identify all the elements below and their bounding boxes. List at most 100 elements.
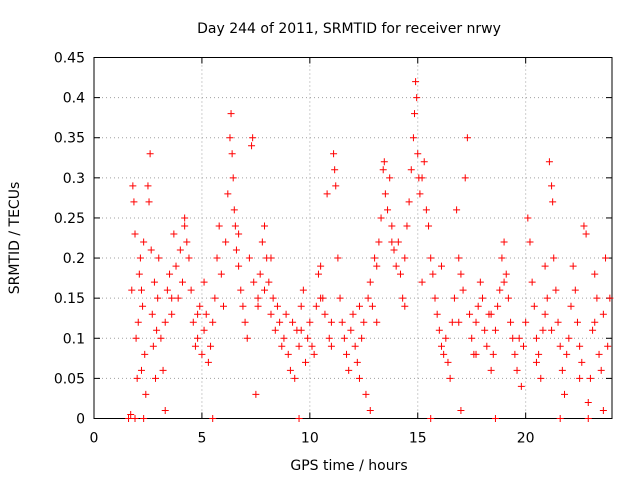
data-point: [133, 374, 141, 382]
data-point: [392, 262, 400, 270]
data-point: [224, 190, 232, 198]
axis-ticks: 0 0.05 0.1 0.15 0.2 0.25 0.3 0.35 0.4 0.45 0 5 10 15 2…: [54, 51, 612, 447]
data-point: [368, 302, 376, 310]
data-point: [455, 318, 463, 326]
data-point: [132, 334, 140, 342]
data-point: [314, 270, 322, 278]
data-point: [137, 366, 145, 374]
data-point: [386, 174, 394, 182]
data-point: [130, 198, 138, 206]
data-point: [355, 302, 363, 310]
y-tick-label: 0.15: [54, 291, 85, 307]
y-tick-label: 0.05: [54, 371, 85, 387]
data-point: [220, 302, 227, 310]
data-point: [128, 286, 136, 294]
data-point: [228, 150, 236, 158]
data-point: [155, 254, 163, 262]
data-point: [420, 158, 428, 166]
data-point: [159, 366, 167, 374]
data-point: [595, 350, 603, 358]
data-point: [297, 302, 305, 310]
data-point: [327, 342, 335, 350]
data-point: [291, 374, 299, 382]
data-point: [183, 238, 191, 246]
data-point: [140, 238, 148, 246]
data-point: [163, 286, 171, 294]
data-point: [215, 222, 223, 230]
data-point: [427, 415, 435, 422]
data-point: [576, 374, 584, 382]
data-point: [388, 222, 396, 230]
data-point: [375, 238, 383, 246]
data-point: [491, 415, 499, 422]
data-point: [249, 134, 257, 142]
data-point: [254, 294, 262, 302]
y-tick-label: 0: [76, 412, 85, 428]
data-point: [526, 238, 534, 246]
data-point: [561, 390, 569, 398]
data-point: [194, 310, 202, 318]
x-tick-label: 0: [90, 431, 99, 447]
data-point: [513, 366, 521, 374]
data-point: [161, 406, 169, 414]
data-point: [248, 142, 256, 150]
data-point: [414, 150, 422, 158]
data-point: [209, 318, 217, 326]
data-point: [211, 294, 219, 302]
data-point: [168, 294, 176, 302]
data-point: [166, 270, 174, 278]
data-point: [453, 206, 461, 214]
data-point: [381, 190, 389, 198]
data-point: [496, 286, 504, 294]
data-point: [312, 302, 320, 310]
data-point: [310, 350, 318, 358]
data-point: [558, 366, 566, 374]
data-point: [321, 310, 329, 318]
data-point: [302, 358, 310, 366]
data-point: [269, 294, 277, 302]
data-point: [502, 270, 510, 278]
data-point: [457, 406, 465, 414]
data-point: [153, 326, 161, 334]
data-point: [353, 358, 361, 366]
data-point: [198, 350, 206, 358]
data-point: [154, 294, 162, 302]
data-point: [522, 318, 530, 326]
data-point: [489, 350, 497, 358]
data-point: [472, 318, 480, 326]
data-point: [332, 182, 340, 190]
data-point: [334, 254, 342, 262]
data-point: [539, 326, 547, 334]
data-point: [127, 410, 135, 418]
data-point: [265, 278, 273, 286]
data-point: [532, 358, 540, 366]
data-point: [148, 310, 156, 318]
data-point: [170, 230, 178, 238]
data-point: [427, 254, 435, 262]
data-point: [401, 302, 409, 310]
data-point: [299, 286, 307, 294]
data-point: [380, 158, 388, 166]
data-point: [399, 294, 407, 302]
data-point: [535, 350, 543, 358]
data-point: [537, 374, 545, 382]
data-point: [213, 254, 221, 262]
data-point: [500, 238, 508, 246]
data-point: [455, 254, 463, 262]
data-point: [157, 334, 165, 342]
data-point: [140, 415, 148, 422]
data-point: [308, 342, 316, 350]
data-point: [129, 182, 137, 190]
data-point: [517, 382, 525, 390]
data-point: [461, 174, 469, 182]
data-point: [403, 222, 411, 230]
data-point: [586, 374, 594, 382]
data-point: [541, 262, 549, 270]
data-point: [384, 206, 392, 214]
data-point: [401, 254, 409, 262]
data-point: [141, 350, 149, 358]
data-point: [543, 294, 551, 302]
data-point: [207, 342, 215, 350]
data-point: [258, 238, 266, 246]
data-point: [409, 134, 417, 142]
